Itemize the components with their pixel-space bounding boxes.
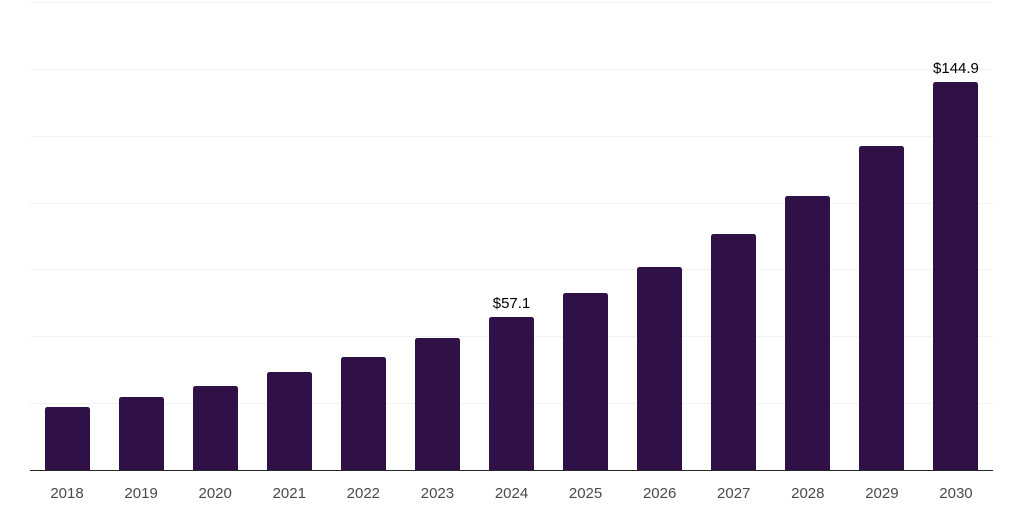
x-tick-label-2023: 2023: [420, 485, 455, 502]
gridline-y-100: [30, 202, 993, 204]
x-tick-label-2022: 2022: [346, 485, 381, 502]
bar-2026: [637, 266, 683, 470]
x-tick-label-2018: 2018: [50, 485, 84, 502]
bar-2029: [859, 145, 905, 470]
x-tick-label-2028: 2028: [791, 485, 825, 502]
bar-2020: [192, 385, 238, 470]
bar-2025: [563, 292, 609, 470]
x-tick-label-2027: 2027: [717, 485, 751, 502]
gridline-y-125: [30, 135, 993, 137]
bar-2019: [118, 396, 164, 470]
x-tick-label-2024: 2024: [494, 485, 529, 502]
bar-2022: [340, 357, 386, 470]
bar-2021: [266, 371, 312, 470]
gridline-y-150: [30, 68, 993, 70]
bar-2028: [785, 196, 831, 470]
x-tick-label-2026: 2026: [642, 485, 677, 502]
x-tick-label-2029: 2029: [865, 485, 899, 502]
x-tick-label-2030: 2030: [939, 485, 973, 502]
bar-2027: [711, 234, 757, 470]
x-tick-label-2021: 2021: [272, 485, 306, 502]
x-axis-line: [30, 469, 993, 471]
bar-2024: [489, 317, 534, 470]
bar-2030: [933, 82, 979, 470]
bar-value-label-2024: $57.1: [492, 295, 531, 313]
x-tick-label-2019: 2019: [124, 485, 158, 502]
bar-2023: [414, 337, 460, 470]
gridline-y-75: [30, 269, 993, 271]
gridline-y-175: [30, 2, 993, 3]
x-tick-label-2025: 2025: [568, 485, 603, 502]
x-tick-label-2020: 2020: [198, 485, 232, 502]
bar-value-label-2030: $144.9: [933, 60, 979, 78]
bar-2018: [44, 407, 90, 470]
